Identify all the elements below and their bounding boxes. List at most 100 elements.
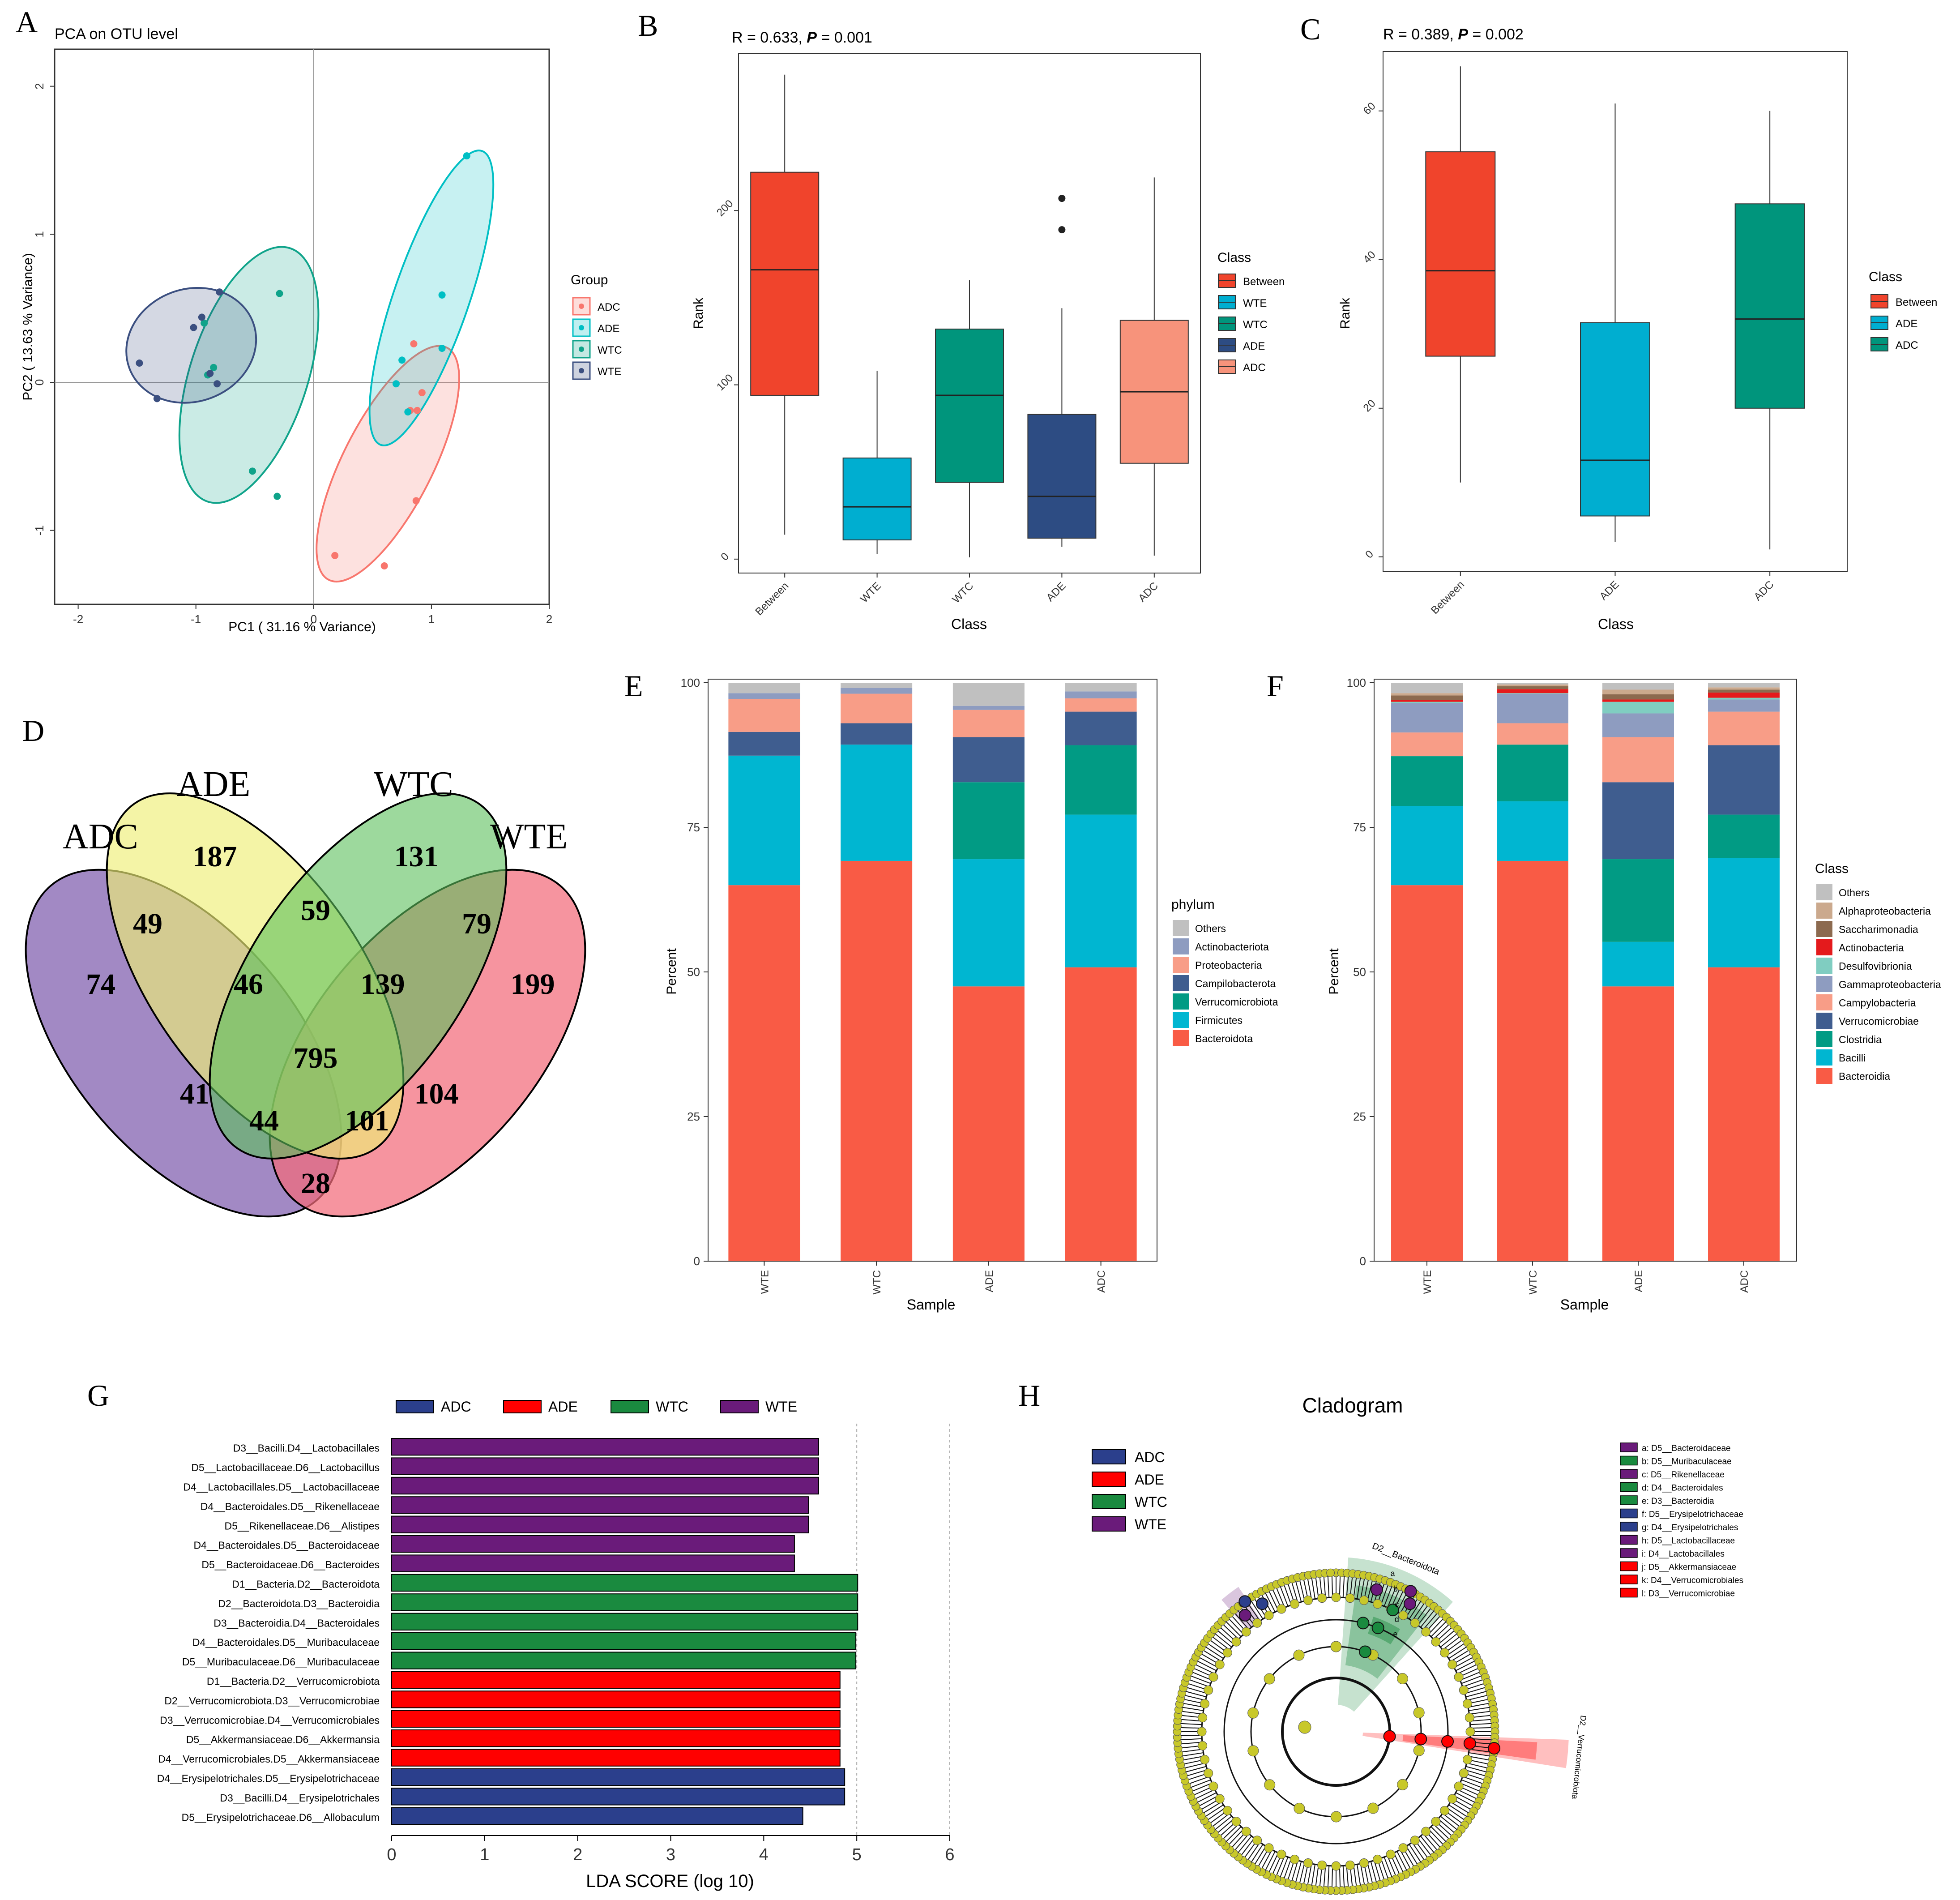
cladogram-key-label: c: D5__Rikenellaceae (1642, 1470, 1725, 1480)
cladogram-key-swatch (1620, 1535, 1638, 1545)
venn-label-wtc: WTC (374, 765, 453, 804)
cladogram-branch (1278, 1583, 1289, 1607)
f-bar-wte-actinobacteria (1391, 700, 1463, 702)
cladogram-branch (1457, 1789, 1480, 1801)
f-bar-adc-bacilli (1708, 858, 1780, 967)
cladogram-highlight-node-wte (1238, 1609, 1251, 1622)
f-legend-key-gammaproteobacteria (1816, 976, 1832, 992)
cladogram-branch (1267, 1853, 1279, 1875)
cladogram-branch (1440, 1816, 1460, 1832)
e-bar-ade-actinobacteriota (952, 706, 1025, 710)
cladogram-branch (1400, 1849, 1413, 1872)
lefse-bar-label: D5__Muribaculaceae.D6__Muribaculaceae (182, 1656, 380, 1668)
b-y-tick-label: 0 (718, 550, 731, 563)
cladogram-branch (1278, 1857, 1289, 1880)
f-legend-label-bacilli: Bacilli (1839, 1052, 1866, 1064)
cladogram-branch (1417, 1605, 1433, 1626)
cladogram-branch (1235, 1836, 1252, 1856)
cladogram-branch (1428, 1828, 1446, 1848)
cladogram-branch (1405, 1846, 1420, 1868)
f-bar-ade-saccharimonadia (1602, 694, 1674, 700)
pca-legend-key-wte (572, 361, 591, 380)
cladogram-branch (1466, 1763, 1491, 1769)
c-y-tick-label: 60 (1361, 100, 1378, 117)
lefse-x-tick-label: 1 (480, 1845, 489, 1864)
venn-count: 74 (86, 968, 115, 1001)
cladogram-branch (1315, 1574, 1319, 1599)
pca-x-tick-label: 2 (546, 612, 552, 626)
pca-legend-dot-ade (579, 325, 584, 330)
cladogram-key-label: h: D5__Lactobacillaceae (1642, 1536, 1735, 1546)
pca-y-label: PC2 ( 13.63 % Variance) (21, 253, 35, 401)
cladogram-branch (1446, 1641, 1468, 1656)
e-legend-key-firmicutes (1173, 1012, 1189, 1028)
cladogram-title: Cladogram (1302, 1394, 1403, 1417)
e-bar-adc-proteobacteria (1065, 698, 1137, 712)
cladogram-branch (1252, 1846, 1267, 1868)
pca-point-wte (136, 359, 143, 367)
cladogram-arc-letter: e (1393, 1630, 1397, 1639)
cladogram-branch (1215, 1628, 1234, 1645)
cladogram-branch (1442, 1635, 1463, 1651)
e-bar-wtc-firmicutes (841, 745, 913, 861)
cladogram-inner-node (1410, 1836, 1420, 1845)
box-b-ade-outlier (1058, 195, 1066, 202)
e-y-tick-label: 0 (694, 1254, 700, 1268)
lefse-legend: ADC ADE WTC WTE (396, 1399, 797, 1415)
venn-count: 46 (234, 968, 263, 1001)
cladogram-branch (1461, 1674, 1485, 1684)
cladogram-branch (1179, 1752, 1204, 1757)
cladogram-order-node (1247, 1707, 1259, 1719)
cladogram-branch (1311, 1864, 1316, 1889)
lefse-legend-key-adc (396, 1400, 434, 1413)
cladogram-key-label: j: D5__Akkermansiaceae (1641, 1563, 1736, 1572)
f-bar-ade-clostridia (1602, 859, 1674, 942)
lefse-bar-label: D5__Lactobacillaceae.D6__Lactobacillus (191, 1462, 380, 1473)
lefse-bar-label: D1__Bacteria.D2__Verrucomicrobiota (207, 1676, 380, 1687)
cladogram-key: a: D5__Bacteroidaceae b: D5__Muribaculace… (1620, 1442, 1743, 1599)
cladogram-branch (1183, 1769, 1208, 1777)
cladogram-branch (1387, 1855, 1397, 1879)
cladogram-branch (1298, 1862, 1305, 1887)
e-legend-label-proteobacteria: Proteobacteria (1195, 959, 1262, 971)
e-bar-adc-verrucomicrobiota (1065, 745, 1137, 815)
panel-letter-a: A (16, 5, 38, 39)
cladogram-order-node (1330, 1641, 1342, 1652)
cladogram-legend-label-wte: WTE (1135, 1516, 1166, 1532)
pca-legend-dot-adc (579, 304, 584, 309)
cladogram-key-swatch (1620, 1548, 1638, 1558)
venn-label-ade: ADE (177, 765, 250, 804)
cladogram-inner-node (1277, 1604, 1286, 1614)
e-bar-ade-verrucomicrobiota (952, 782, 1025, 860)
cladogram-highlight-node-wtc (1386, 1604, 1399, 1617)
boxplot-b-x-ticks: Between WTE WTC ADE ADC (753, 573, 1161, 618)
cladogram-branch (1423, 1610, 1440, 1630)
lefse-bars: D3__Bacilli.D4__Lactobacillales D5__Lacto… (157, 1438, 858, 1825)
f-bar-wte-alphaproteobacteria (1391, 693, 1463, 696)
pca-point-wtc (249, 467, 256, 475)
cladogram-ring (1223, 1619, 1449, 1844)
pca-point-wte (198, 313, 205, 321)
pca-x-tick-label: 1 (428, 612, 435, 626)
lefse-bar-panel: ADC ADE WTC WTE D3__Bacilli.D4__Lactobacill… (157, 1399, 955, 1891)
cladogram-branch (1246, 1842, 1260, 1863)
cladogram-branch (1307, 1575, 1312, 1600)
venn-count: 139 (361, 968, 405, 1001)
f-bar-ade-alphaproteobacteria (1602, 689, 1674, 694)
e-y-tick-label: 100 (681, 676, 700, 689)
boxplot-c-stat-p: P (1458, 26, 1468, 43)
cladogram-key-swatch (1620, 1482, 1638, 1492)
venn-region-counts: 187 131 74 199 49 59 79 46 139 795 41 104 44 101 28 (86, 840, 555, 1200)
boxplot-b-y-label: Rank (691, 297, 706, 329)
f-bar-wtc-actinobacteria (1497, 689, 1568, 693)
cladogram-legend-key-ade (1092, 1472, 1126, 1487)
venn-set-wtc (209, 792, 508, 1160)
e-bar-wte-campilobacterota (728, 732, 800, 756)
b-legend-label-wte: WTE (1243, 297, 1267, 309)
cladogram-branch (1353, 1865, 1358, 1890)
boxplot-c-legend-title: Class (1869, 270, 1902, 284)
cladogram-branch (1183, 1686, 1208, 1694)
cladogram-branch (1178, 1749, 1203, 1753)
cladogram-branch (1342, 1573, 1345, 1598)
cladogram-branch (1438, 1819, 1457, 1836)
